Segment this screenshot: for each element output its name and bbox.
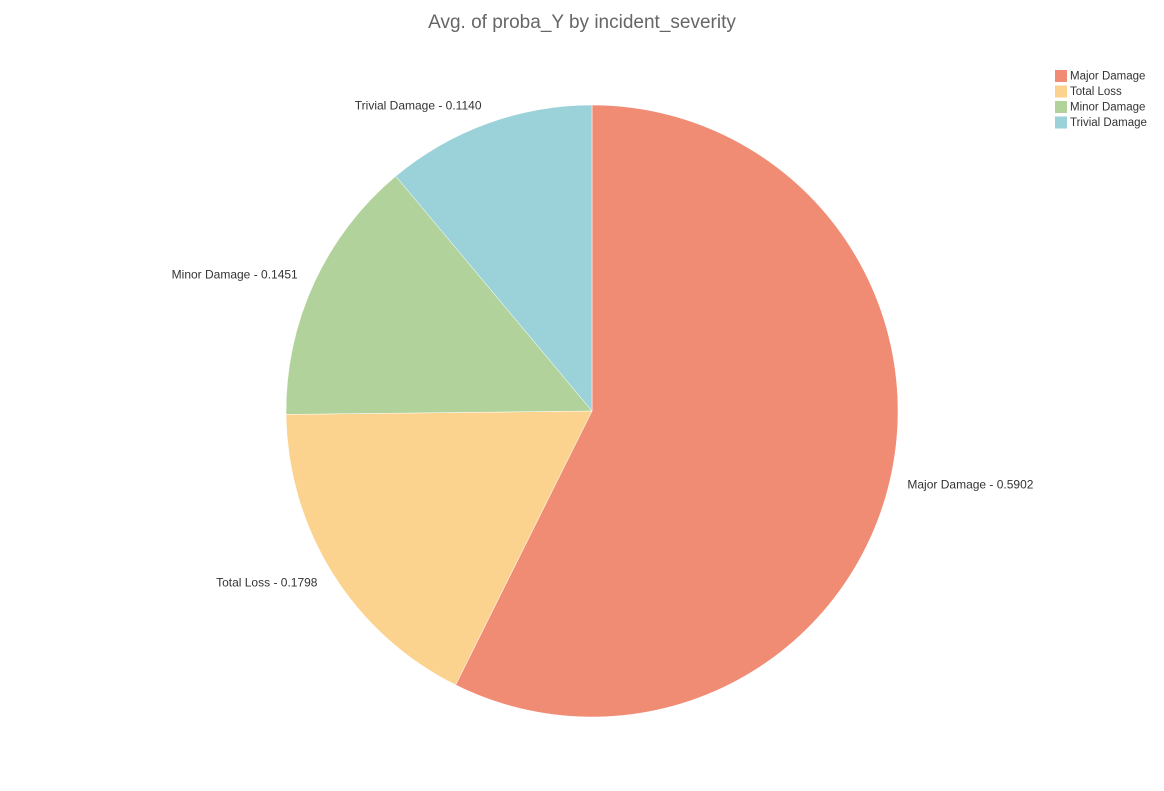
- legend-label: Total Loss: [1070, 86, 1122, 98]
- legend-swatch: [1055, 85, 1067, 98]
- pie-slice: [395, 104, 593, 412]
- legend-label: Major Damage: [1070, 71, 1145, 83]
- data-label: Minor Damage - 0.1451: [172, 268, 298, 282]
- pie-slice: [285, 175, 593, 415]
- pie-slice: [455, 104, 899, 718]
- legend-label: Minor Damage: [1070, 102, 1145, 114]
- legend-swatch: [1055, 70, 1067, 82]
- data-label: Major Damage - 0.5902: [907, 477, 1033, 491]
- legend-label: Trivial Damage: [1070, 117, 1147, 129]
- chart-title: Avg. of proba_Y by incident_severity: [428, 12, 736, 33]
- data-label: Trivial Damage - 0.1140: [355, 99, 482, 113]
- legend-swatch: [1055, 101, 1067, 113]
- data-label: Total Loss - 0.1798: [216, 575, 318, 589]
- pie-slice: [285, 410, 593, 686]
- legend-swatch: [1055, 116, 1067, 129]
